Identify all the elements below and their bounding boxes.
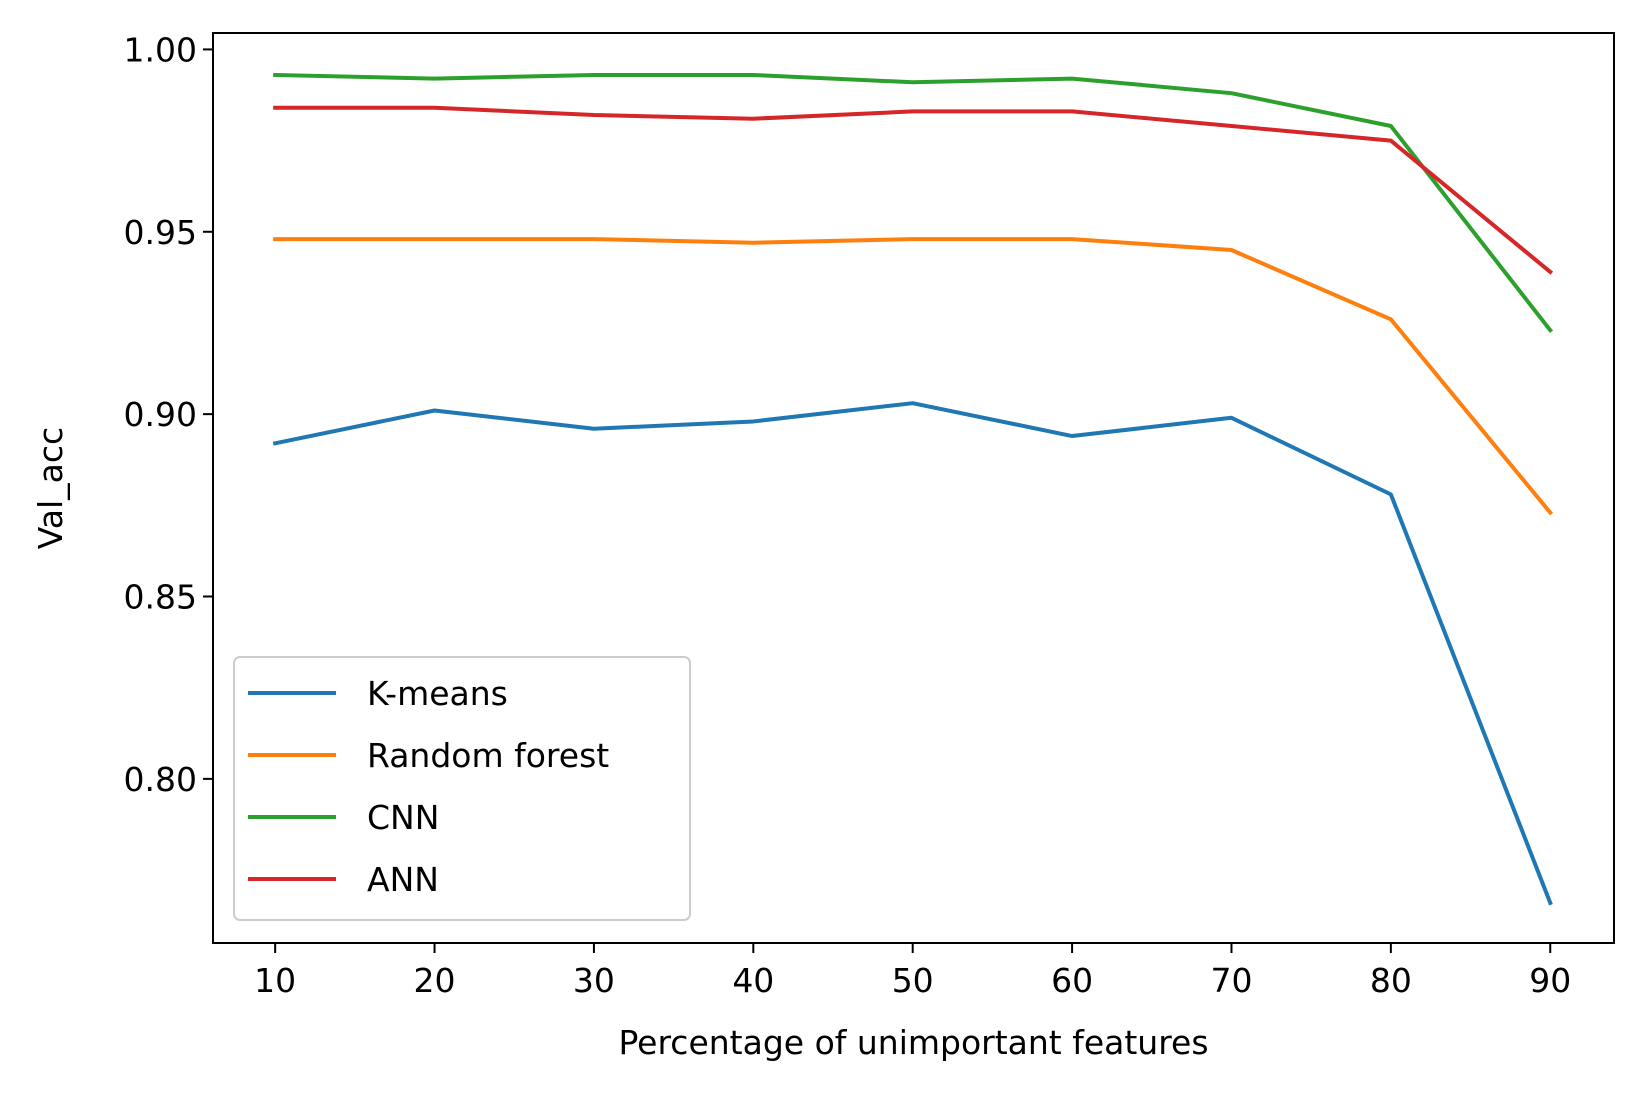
x-tick-label: 30 [573, 961, 615, 1000]
x-tick-label: 50 [892, 961, 934, 1000]
y-axis-label: Val_acc [31, 427, 70, 549]
x-tick-label: 60 [1051, 961, 1093, 1000]
legend-label-k-means: K-means [367, 674, 508, 713]
x-axis: 10 20 30 40 50 60 70 80 90 [254, 943, 1571, 1000]
y-tick-label: 0.85 [124, 578, 197, 617]
legend-label-cnn: CNN [367, 798, 439, 837]
x-tick-label: 10 [254, 961, 296, 1000]
x-axis-label: Percentage of unimportant features [618, 1023, 1208, 1062]
series-line-k-means [272, 401, 1553, 906]
y-axis: 0.80 0.85 0.90 0.95 1.00 [124, 30, 213, 799]
y-tick-label: 0.90 [124, 395, 197, 434]
series-line-ann [273, 105, 1554, 275]
y-tick-label: 0.95 [124, 213, 197, 252]
x-tick-label: 20 [414, 961, 456, 1000]
series-line-random-forest [273, 237, 1554, 516]
x-tick-label: 80 [1370, 961, 1412, 1000]
series-lines [272, 72, 1554, 906]
x-tick-label: 90 [1529, 961, 1571, 1000]
legend: K-means Random forest CNN ANN [233, 656, 691, 921]
series-line-cnn [273, 72, 1554, 334]
x-tick-label: 70 [1210, 961, 1252, 1000]
y-tick-label: 1.00 [124, 30, 197, 69]
legend-label-random-forest: Random forest [367, 736, 609, 775]
legend-box [233, 656, 691, 921]
x-tick-label: 40 [732, 961, 774, 1000]
y-tick-label: 0.80 [124, 760, 197, 799]
legend-label-ann: ANN [367, 860, 439, 899]
